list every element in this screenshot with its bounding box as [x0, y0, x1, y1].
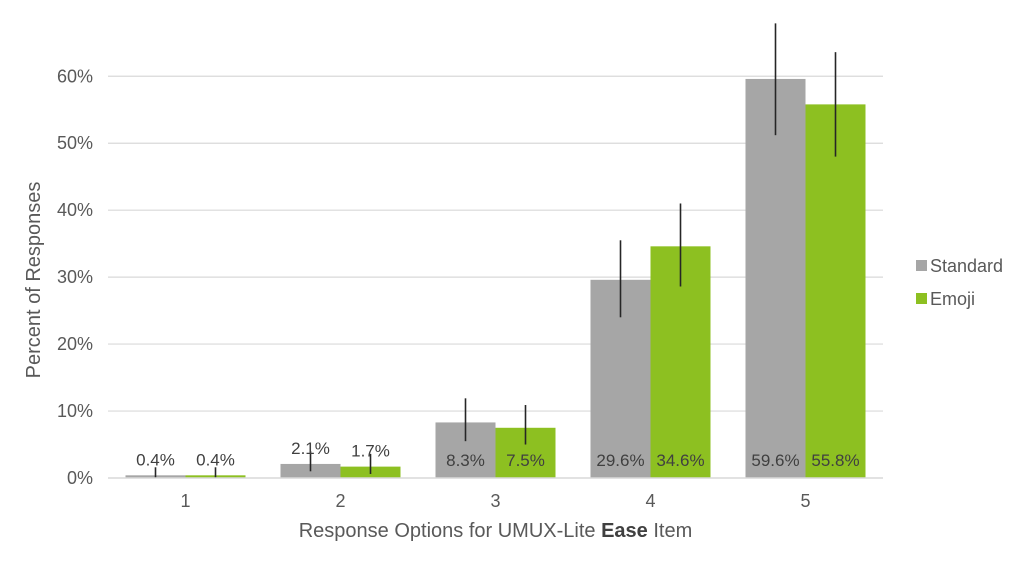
x-tick-label: 4 [645, 491, 655, 511]
error-bars [154, 23, 837, 478]
x-axis-ticks: 1 2 3 4 5 [180, 491, 810, 511]
data-label: 2.1% [291, 439, 330, 458]
y-axis-title: Percent of Responses [23, 182, 45, 379]
data-label: 1.7% [351, 442, 390, 461]
y-tick-label: 10% [57, 401, 93, 421]
y-axis-ticks: 0% 10% 20% 30% 40% 50% 60% [57, 66, 93, 488]
data-label: 8.3% [446, 451, 485, 470]
x-axis-title-emphasis: Ease [601, 520, 648, 542]
y-tick-label: 40% [57, 200, 93, 220]
legend-swatch-standard [916, 260, 927, 271]
x-tick-label: 2 [335, 491, 345, 511]
legend-label-standard: Standard [930, 256, 1003, 276]
y-tick-label: 20% [57, 334, 93, 354]
bar-standard-5 [745, 78, 806, 478]
x-axis-title-part: Item [648, 520, 692, 542]
x-tick-label: 3 [490, 491, 500, 511]
y-tick-label: 50% [57, 133, 93, 153]
data-label: 7.5% [506, 451, 545, 470]
data-label: 55.8% [811, 451, 859, 470]
x-tick-label: 5 [800, 491, 810, 511]
data-label: 59.6% [751, 451, 799, 470]
x-axis-title: Response Options for UMUX-Lite Ease Item [299, 520, 693, 542]
legend: Standard Emoji [916, 256, 1003, 309]
data-label: 0.4% [196, 450, 235, 469]
data-label: 34.6% [656, 451, 704, 470]
data-labels: 0.4% 0.4% 2.1% 1.7% 8.3% 7.5% 29.6% 34.6% 59.6% 5… [136, 439, 859, 470]
y-tick-label: 0% [67, 468, 93, 488]
data-label: 29.6% [596, 451, 644, 470]
data-label: 0.4% [136, 450, 175, 469]
legend-label-emoji: Emoji [930, 289, 975, 309]
x-tick-label: 1 [180, 491, 190, 511]
bar-emoji-5 [805, 104, 866, 479]
y-tick-label: 30% [57, 267, 93, 287]
legend-swatch-emoji [916, 293, 927, 304]
y-tick-label: 60% [57, 66, 93, 86]
bars [125, 78, 866, 479]
x-axis-title-part: Response Options for UMUX-Lite [299, 520, 601, 542]
